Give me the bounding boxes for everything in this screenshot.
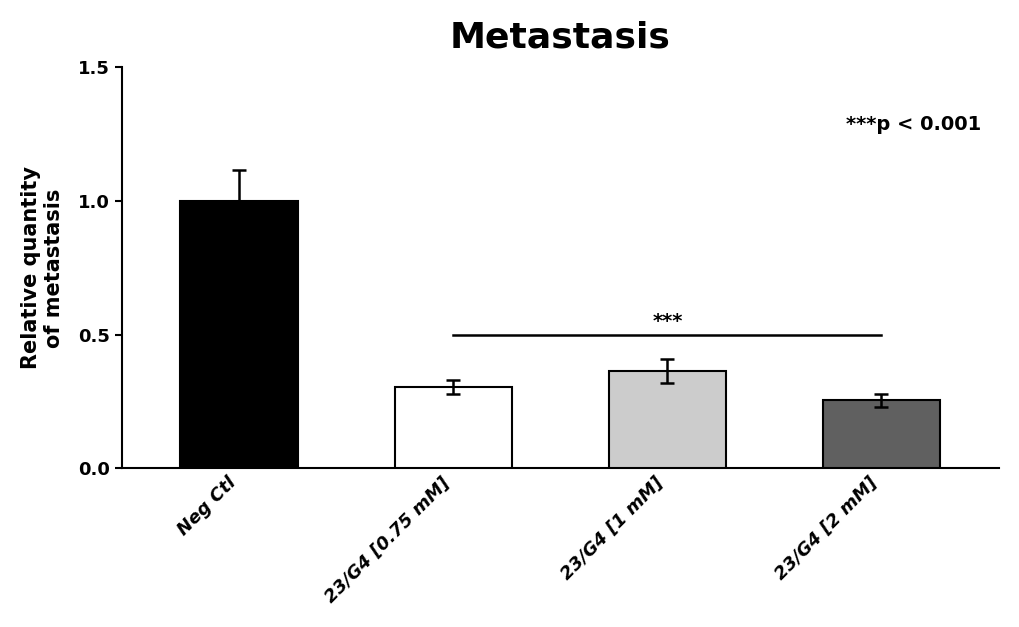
Text: ***p < 0.001: ***p < 0.001 — [846, 115, 980, 134]
Title: Metastasis: Metastasis — [449, 21, 671, 55]
Bar — [180, 201, 298, 468]
Bar — [821, 400, 940, 468]
Text: ***: *** — [651, 312, 682, 330]
Bar — [608, 371, 726, 468]
Bar — [394, 387, 512, 468]
Y-axis label: Relative quantity
of metastasis: Relative quantity of metastasis — [20, 166, 64, 369]
